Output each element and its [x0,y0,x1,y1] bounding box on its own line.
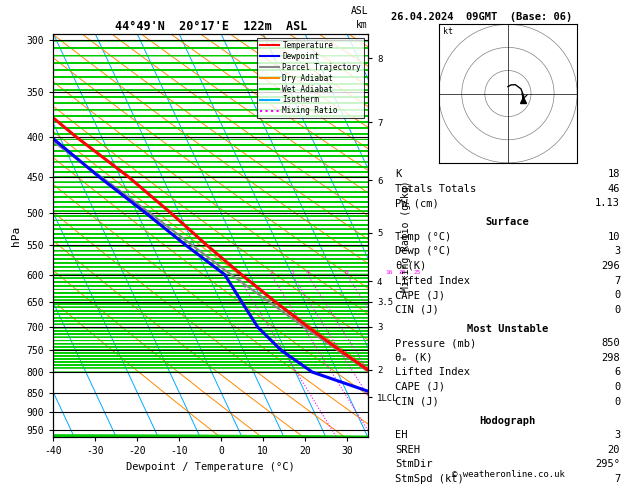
Text: Hodograph: Hodograph [479,416,536,426]
Text: 0: 0 [614,382,620,392]
Text: 296: 296 [601,261,620,271]
Text: 16: 16 [385,270,392,275]
Text: © weatheronline.co.uk: © weatheronline.co.uk [452,469,565,479]
Text: 25: 25 [413,270,421,275]
Y-axis label: Mixing Ratio (g/kg): Mixing Ratio (g/kg) [401,180,411,292]
Text: CIN (J): CIN (J) [395,397,439,407]
Text: 2: 2 [269,270,273,275]
Text: 1.13: 1.13 [595,198,620,208]
Text: 3: 3 [614,246,620,257]
Text: Temp (°C): Temp (°C) [395,232,451,242]
Y-axis label: hPa: hPa [11,226,21,246]
Text: 298: 298 [601,353,620,363]
Text: Totals Totals: Totals Totals [395,184,476,194]
Text: K: K [395,169,401,179]
Text: 8: 8 [345,270,348,275]
Text: 4: 4 [306,270,309,275]
Text: CIN (J): CIN (J) [395,305,439,315]
Text: Dewp (°C): Dewp (°C) [395,246,451,257]
Text: 20: 20 [608,445,620,455]
Text: PW (cm): PW (cm) [395,198,439,208]
Text: Pressure (mb): Pressure (mb) [395,338,476,348]
Text: 0: 0 [614,305,620,315]
Text: Lifted Index: Lifted Index [395,276,470,286]
Text: 18: 18 [608,169,620,179]
Text: 295°: 295° [595,459,620,469]
Text: 7: 7 [614,474,620,484]
Text: Lifted Index: Lifted Index [395,367,470,378]
Text: 46: 46 [608,184,620,194]
Text: 0: 0 [614,290,620,300]
Text: 6: 6 [614,367,620,378]
Text: StmSpd (kt): StmSpd (kt) [395,474,464,484]
Text: StmDir: StmDir [395,459,433,469]
Text: Most Unstable: Most Unstable [467,324,548,334]
Text: 850: 850 [601,338,620,348]
Text: Surface: Surface [486,217,530,227]
Text: 0: 0 [614,397,620,407]
Text: 3: 3 [614,430,620,440]
Text: kt: kt [443,27,454,35]
Text: θₑ(K): θₑ(K) [395,261,426,271]
Text: SREH: SREH [395,445,420,455]
Text: EH: EH [395,430,408,440]
Text: 10: 10 [608,232,620,242]
Text: CAPE (J): CAPE (J) [395,382,445,392]
Text: θₑ (K): θₑ (K) [395,353,433,363]
X-axis label: Dewpoint / Temperature (°C): Dewpoint / Temperature (°C) [126,462,295,472]
Text: 26.04.2024  09GMT  (Base: 06): 26.04.2024 09GMT (Base: 06) [391,12,572,22]
Text: 7: 7 [614,276,620,286]
Legend: Temperature, Dewpoint, Parcel Trajectory, Dry Adiabat, Wet Adiabat, Isotherm, Mi: Temperature, Dewpoint, Parcel Trajectory… [257,38,364,119]
Text: km: km [356,20,368,30]
Text: ASL: ASL [350,6,368,16]
Text: 1: 1 [235,270,239,275]
Text: CAPE (J): CAPE (J) [395,290,445,300]
Text: 3: 3 [290,270,294,275]
Text: 20: 20 [399,270,406,275]
Title: 44°49'N  20°17'E  122m  ASL: 44°49'N 20°17'E 122m ASL [114,20,307,33]
